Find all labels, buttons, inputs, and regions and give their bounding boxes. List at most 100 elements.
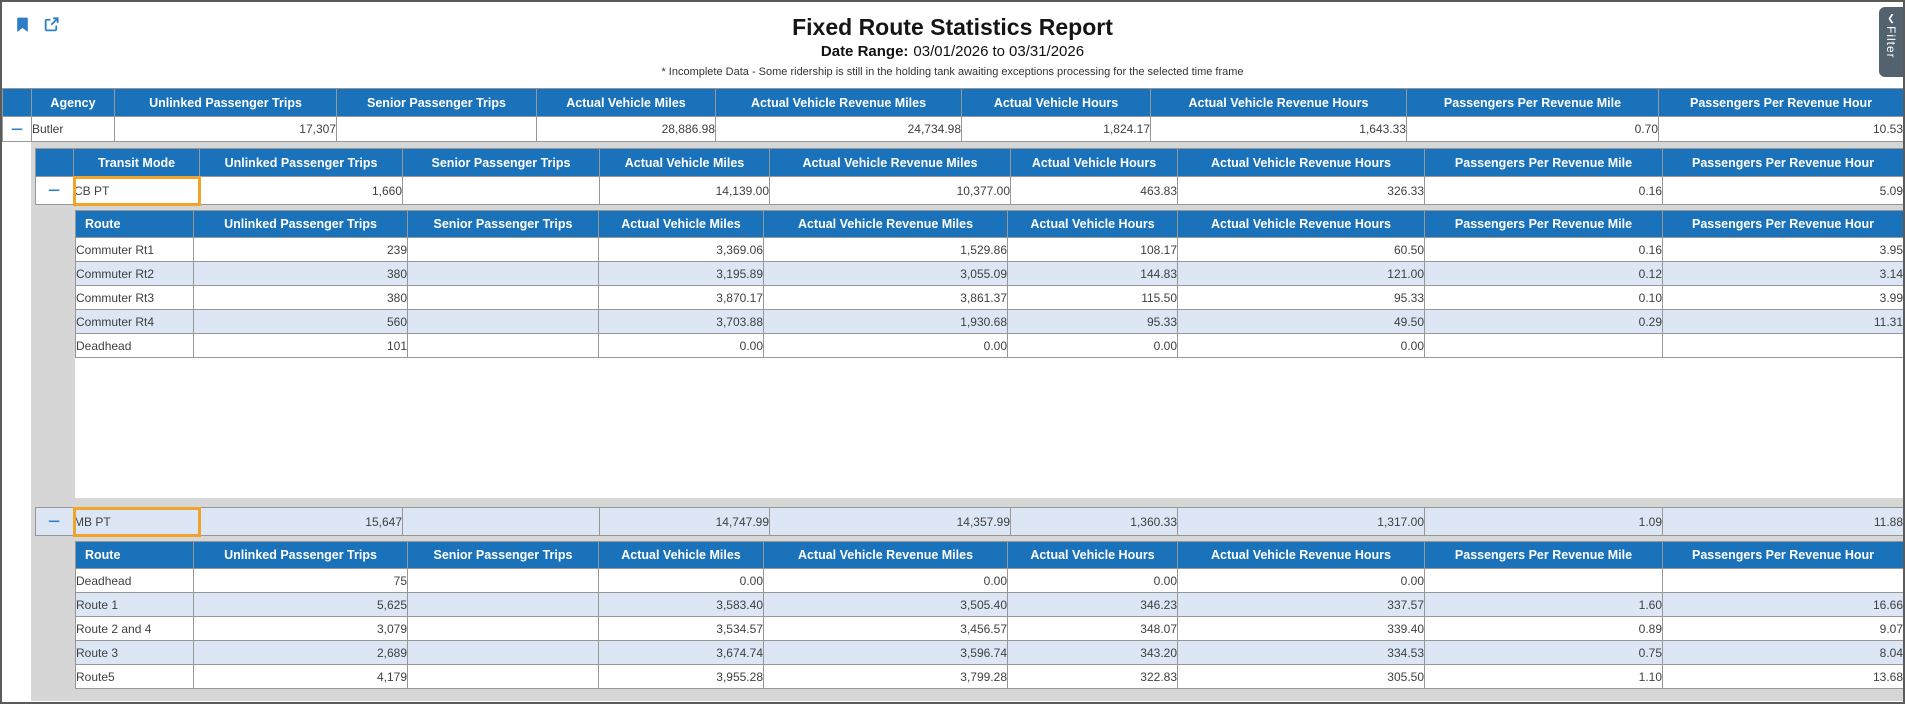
column-header: Actual Vehicle Revenue Hours <box>1177 210 1425 238</box>
column-header: Passengers Per Revenue Mile <box>1424 541 1663 569</box>
date-range-from: 03/01/2026 <box>913 43 989 60</box>
value-cell: 322.83 <box>1007 664 1178 689</box>
value-cell <box>407 333 599 358</box>
row-label-cell: Commuter Rt3 <box>75 285 194 310</box>
value-cell: 1.09 <box>1424 507 1663 536</box>
value-cell: 49.50 <box>1177 309 1425 334</box>
report-header: Fixed Route Statistics Report Date Range… <box>2 2 1903 88</box>
value-cell <box>407 568 599 593</box>
column-header: Actual Vehicle Hours <box>1010 148 1178 177</box>
value-cell <box>407 640 599 665</box>
collapse-row-button[interactable]: − <box>10 120 24 137</box>
value-cell: 10,377.00 <box>769 177 1011 205</box>
row-label-cell: Commuter Rt2 <box>75 261 194 286</box>
cbpt-routes-grid: Route Unlinked Passenger Trips Senior Pass… <box>75 210 1903 358</box>
value-cell: 0.12 <box>1424 261 1663 286</box>
column-header: Unlinked Passenger Trips <box>193 541 408 569</box>
table-row: Deadhead 101 0.00 0.00 0.00 0.00 <box>75 333 1903 358</box>
value-cell: 3,674.74 <box>598 640 764 665</box>
expander-cell: − <box>35 177 74 205</box>
value-cell: 15,647 <box>199 507 403 536</box>
value-cell: 11.88 <box>1662 507 1903 536</box>
value-cell: 8.04 <box>1662 640 1903 665</box>
value-cell: 3,703.88 <box>598 309 764 334</box>
row-label-cell: Deadhead <box>75 333 194 358</box>
grid-header-row: Agency Unlinked Passenger Trips Senior Pas… <box>2 88 1903 117</box>
value-cell: 3,534.57 <box>598 616 764 641</box>
row-label-cell: MB PT <box>72 506 201 537</box>
column-header: Passengers Per Revenue Mile <box>1424 210 1663 238</box>
expander-column-header <box>35 148 74 177</box>
mbpt-routes-grid: Route Unlinked Passenger Trips Senior Pass… <box>75 541 1903 689</box>
value-cell: 16.66 <box>1662 592 1903 617</box>
value-cell: 3,799.28 <box>763 664 1008 689</box>
open-in-new-window-icon[interactable] <box>43 16 60 33</box>
column-header: Actual Vehicle Revenue Hours <box>1150 88 1407 117</box>
collapse-row-button[interactable]: − <box>48 182 61 198</box>
value-cell: 14,747.99 <box>599 507 770 536</box>
value-cell: 5,625 <box>193 592 408 617</box>
column-header: Senior Passenger Trips <box>407 541 599 569</box>
cbpt-detail-section: Route Unlinked Passenger Trips Senior Pass… <box>73 205 1903 507</box>
column-header: Passengers Per Revenue Hour <box>1662 210 1903 238</box>
value-cell: 3,456.57 <box>763 616 1008 641</box>
table-row: Route 2 and 4 3,079 3,534.57 3,456.57 348.07… <box>75 616 1903 641</box>
table-row: Commuter Rt1 239 3,369.06 1,529.86 108.17 60.… <box>75 237 1903 262</box>
value-cell: 0.00 <box>598 333 764 358</box>
value-cell: 0.00 <box>763 568 1008 593</box>
column-header: Actual Vehicle Revenue Miles <box>769 148 1011 177</box>
report-toolbar <box>14 16 60 33</box>
column-header: Senior Passenger Trips <box>402 148 600 177</box>
column-header: Actual Vehicle Miles <box>599 148 770 177</box>
value-cell <box>407 285 599 310</box>
table-row: − CB PT 1,660 14,139.00 10,377.00 463.83 326.3… <box>35 176 1903 206</box>
value-cell: 0.29 <box>1424 309 1663 334</box>
value-cell: 75 <box>193 568 408 593</box>
value-cell: 121.00 <box>1177 261 1425 286</box>
table-row: Route5 4,179 3,955.28 3,799.28 322.83 305.50 1… <box>75 664 1903 689</box>
value-cell: 346.23 <box>1007 592 1178 617</box>
value-cell: 0.16 <box>1424 237 1663 262</box>
table-row: Commuter Rt3 380 3,870.17 3,861.37 115.50 95.… <box>75 285 1903 310</box>
column-header: Actual Vehicle Miles <box>536 88 716 117</box>
value-cell: 60.50 <box>1177 237 1425 262</box>
transit-mode-row-cbpt: − CB PT 1,660 14,139.00 10,377.00 463.83 326.3… <box>35 176 1903 206</box>
row-label-cell: Route5 <box>75 664 194 689</box>
value-cell: 101 <box>193 333 408 358</box>
value-cell: 3,955.28 <box>598 664 764 689</box>
value-cell: 108.17 <box>1007 237 1178 262</box>
value-cell: 11.31 <box>1662 309 1903 334</box>
value-cell: 95.33 <box>1177 285 1425 310</box>
value-cell: 0.00 <box>1007 568 1178 593</box>
value-cell: 334.53 <box>1177 640 1425 665</box>
value-cell <box>407 309 599 334</box>
column-header: Senior Passenger Trips <box>407 210 599 238</box>
page-title: Fixed Route Statistics Report <box>792 14 1113 40</box>
table-row: Route 3 2,689 3,674.74 3,596.74 343.20 334.53… <box>75 640 1903 665</box>
value-cell: 337.57 <box>1177 592 1425 617</box>
collapse-row-button[interactable]: − <box>48 513 61 529</box>
row-label-cell: CB PT <box>72 176 201 206</box>
column-header: Passengers Per Revenue Hour <box>1662 541 1903 569</box>
row-label-cell: Route 2 and 4 <box>75 616 194 641</box>
column-header: Passengers Per Revenue Hour <box>1658 88 1903 117</box>
column-header: Actual Vehicle Hours <box>1007 210 1178 238</box>
key-column-header: Transit Mode <box>73 148 200 177</box>
filter-panel-tab[interactable]: ❮ Filter <box>1879 7 1903 77</box>
table-row: Route 1 5,625 3,583.40 3,505.40 346.23 337.57… <box>75 592 1903 617</box>
column-header: Actual Vehicle Hours <box>1007 541 1178 569</box>
column-header: Unlinked Passenger Trips <box>193 210 408 238</box>
incomplete-data-note: * Incomplete Data - Some ridership is st… <box>661 66 1244 78</box>
value-cell: 0.00 <box>598 568 764 593</box>
value-cell: 305.50 <box>1177 664 1425 689</box>
table-row: Commuter Rt4 560 3,703.88 1,930.68 95.33 49.5… <box>75 309 1903 334</box>
value-cell: 0.00 <box>1177 568 1425 593</box>
bookmark-icon[interactable] <box>14 16 31 33</box>
value-cell: 1,360.33 <box>1010 507 1178 536</box>
value-cell <box>1662 568 1903 593</box>
column-header: Actual Vehicle Miles <box>598 541 764 569</box>
value-cell: 95.33 <box>1007 309 1178 334</box>
row-label-cell: Route 3 <box>75 640 194 665</box>
column-header: Actual Vehicle Revenue Miles <box>715 88 962 117</box>
value-cell: 1,660 <box>199 177 403 205</box>
